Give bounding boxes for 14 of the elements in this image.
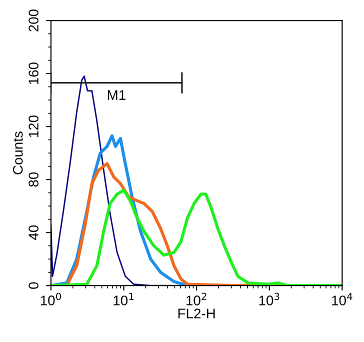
y-tick-label: 200 <box>28 9 38 32</box>
y-tick-label: 80 <box>28 172 38 187</box>
annotation: M1 <box>108 90 126 100</box>
x-tick-label: 10$^{1}$ <box>114 292 134 306</box>
y-tick-label: 120 <box>28 115 38 138</box>
x-tick-label: 10$^{0}$ <box>40 292 61 306</box>
x-tick-label: 10$^{2}$ <box>186 292 206 306</box>
x-tick-label: 10$^{4}$ <box>332 292 352 306</box>
x-axis-title: FL2-H <box>178 308 215 318</box>
y-axis-title: Counts <box>12 132 23 174</box>
x-tick-label: 10$^{3}$ <box>259 292 280 306</box>
y-tick-label: 160 <box>28 62 38 84</box>
y-tick-label: 0 <box>28 282 38 289</box>
y-tick-label: 40 <box>28 225 38 240</box>
